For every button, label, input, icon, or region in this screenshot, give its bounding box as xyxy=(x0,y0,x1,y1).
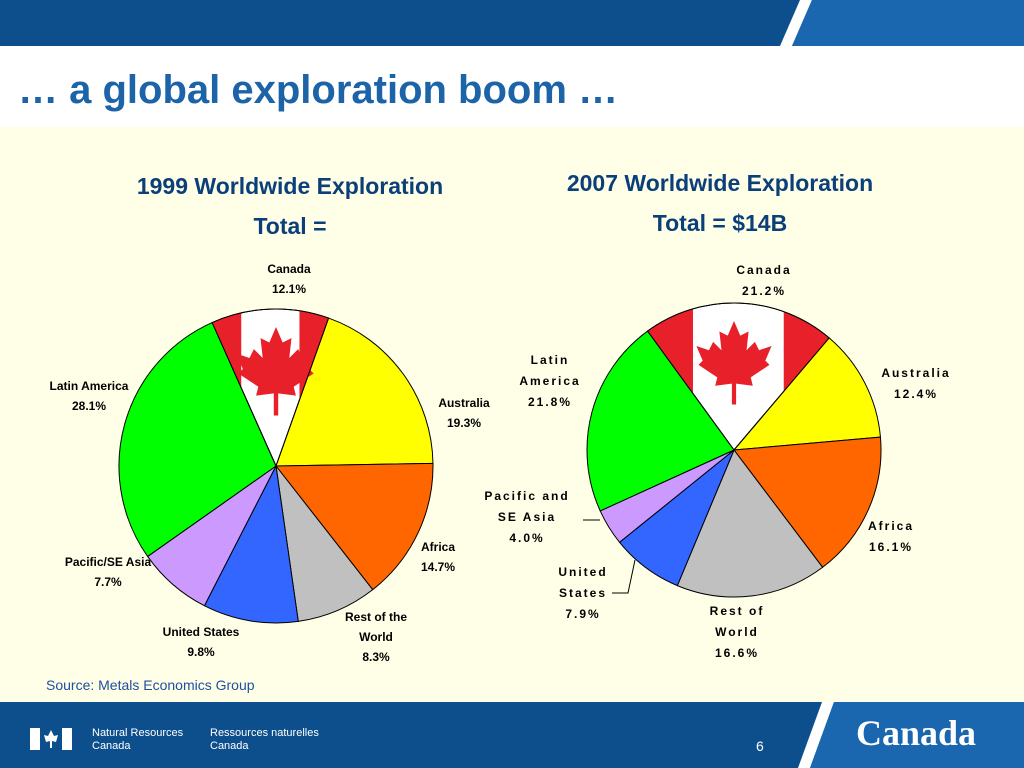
pie2-label-australia-line2: 12.4% xyxy=(894,387,938,401)
chart1-title: 1999 Worldwide Exploration Total = xyxy=(90,166,490,246)
pie1-label-latin-america-line2: 28.1% xyxy=(72,399,106,413)
pie1-label-united-states-line2: 9.8% xyxy=(187,645,215,659)
dept-en-line1: Natural Resources xyxy=(92,727,184,739)
chart2-title-line1: 2007 Worldwide Exploration xyxy=(566,170,874,196)
pie1-label-africa-line1: Africa xyxy=(421,540,455,554)
pie2-label-australia-line1: Australia xyxy=(881,366,950,380)
pie2-label-africa-line2: 16.1% xyxy=(869,540,913,554)
pie1-label-latin-america-line1: Latin America xyxy=(50,379,129,393)
pie1-label-africa-line2: 14.7% xyxy=(421,560,455,574)
source-note: Source: Metals Economics Group xyxy=(46,677,255,693)
pie1-label-pacific-se-asia-line2: 7.7% xyxy=(94,575,122,589)
pie-chart-1999 xyxy=(118,308,434,624)
pie-labels-1999: Canada 12.1% Australia 19.3% Africa 14.7% Rest… xyxy=(50,262,490,664)
pie2-label-africa-line1: Africa xyxy=(868,519,914,533)
pie2-label-pacific-se-asia-line2: SE Asia xyxy=(498,510,556,524)
footer-bar xyxy=(0,702,1024,768)
pie1-label-canada-line2: 12.1% xyxy=(272,282,306,296)
pie2-leader-united-states xyxy=(612,559,636,594)
slide-title: … a global exploration boom … xyxy=(18,68,619,112)
pie2-label-pacific-se-asia-line1: Pacific and xyxy=(484,489,569,503)
dept-fr-line2: Canada xyxy=(210,740,249,752)
pie2-label-latin-america-line3: 21.8% xyxy=(528,395,572,409)
pie1-slice-united-states xyxy=(203,464,299,624)
maple-leaf-icon xyxy=(236,327,316,416)
pie2-label-rest-of-world-line3: 16.6% xyxy=(715,646,759,660)
pie2-slice-africa xyxy=(733,436,882,568)
chart2-title-line2: Total = $14B xyxy=(652,210,788,236)
pie1-label-rest-of-world-line1: Rest of the xyxy=(345,610,407,624)
header-bar xyxy=(0,0,1024,46)
pie2-label-canada-line1: Canada xyxy=(736,263,791,277)
pie2-label-pacific-se-asia-line3: 4.0% xyxy=(509,531,544,545)
pie1-slice-australia xyxy=(275,317,434,467)
chart1-title-line2: Total = xyxy=(253,213,327,239)
chart2-title: 2007 Worldwide Exploration Total = $14B xyxy=(520,163,920,243)
header-stripe-decoration xyxy=(780,0,1024,46)
pie2-label-united-states-line2: States xyxy=(559,586,607,600)
pie-labels-2007: Canada 21.2% Australia 12.4% Africa 16.1% Rest… xyxy=(484,263,950,660)
pie1-label-united-states-line1: United States xyxy=(163,625,240,639)
pie2-label-canada-line2: 21.2% xyxy=(742,284,786,298)
dept-en-line2: Canada xyxy=(92,740,131,752)
pie1-label-rest-of-world-line2: World xyxy=(359,630,393,644)
canada-flag-icon xyxy=(30,728,72,750)
pie1-slice-africa xyxy=(274,462,434,591)
canada-wordmark-logo: Canada xyxy=(856,713,977,753)
pie2-label-rest-of-world-line1: Rest of xyxy=(710,604,765,618)
chart1-title-line1: 1999 Worldwide Exploration xyxy=(136,173,444,199)
pie2-label-united-states-line1: United xyxy=(558,565,607,579)
footer-stripe-decoration xyxy=(30,702,1024,768)
pie1-label-canada-line1: Canada xyxy=(267,262,311,276)
pie2-label-united-states-line3: 7.9% xyxy=(565,607,600,621)
pie1-label-rest-of-world-line3: 8.3% xyxy=(362,650,390,664)
pie1-label-australia-line2: 19.3% xyxy=(447,416,481,430)
dept-name-en: Natural Resources Canada xyxy=(92,727,183,753)
pie1-slice-latin-america xyxy=(118,321,277,558)
dept-name-fr: Ressources naturelles Canada xyxy=(210,727,319,753)
pie2-slice-rest-of-world xyxy=(676,449,824,598)
pie2-label-latin-america-line1: Latin xyxy=(531,353,570,367)
pie2-label-rest-of-world-line2: World xyxy=(715,625,759,639)
maple-leaf-icon xyxy=(696,321,772,405)
pie1-label-australia-line1: Australia xyxy=(438,396,490,410)
dept-fr-line1: Ressources naturelles xyxy=(210,727,319,739)
pie2-slice-canada-outline xyxy=(646,302,830,451)
pie2-label-latin-america-line2: America xyxy=(519,374,580,388)
pie2-slice-latin-america xyxy=(586,330,735,512)
page-number: 6 xyxy=(756,738,764,754)
pie2-slice-australia xyxy=(732,337,881,451)
pie1-slice-canada-outline xyxy=(211,308,330,468)
pie-chart-2007 xyxy=(586,302,882,598)
pie1-label-pacific-se-asia-line1: Pacific/SE Asia xyxy=(65,555,152,569)
